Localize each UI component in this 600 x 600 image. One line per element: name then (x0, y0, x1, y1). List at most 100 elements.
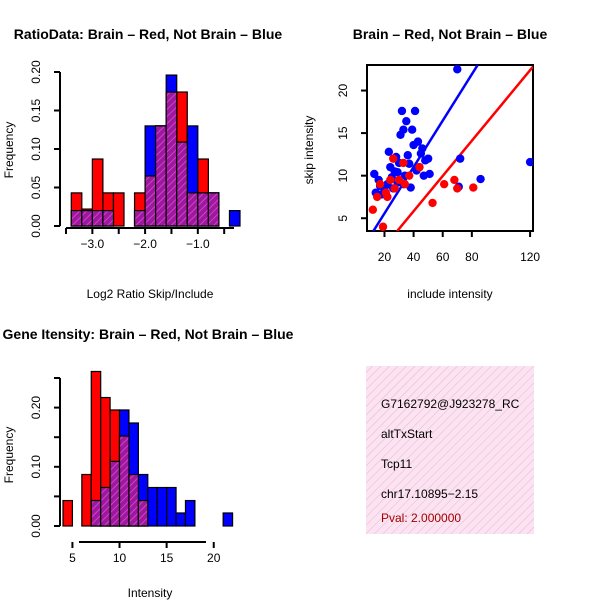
not-brain-point (399, 125, 408, 134)
brain-point (372, 192, 382, 202)
brain-point (390, 184, 399, 193)
x-tick-label: −1.0 (186, 237, 210, 251)
overlap-bar (176, 141, 188, 227)
not-brain-point (455, 154, 465, 163)
x-tick-label: 5 (69, 551, 76, 565)
overlap-bar (100, 486, 111, 527)
overlap-bar (128, 473, 139, 527)
x-tick-label: 20 (207, 551, 221, 565)
info-pval: Pval: 2.000000 (381, 511, 461, 525)
scatter-plot-frame (366, 64, 534, 232)
info-location: chr17.10895−2.15 (381, 487, 478, 501)
overlap-bar (144, 175, 157, 227)
x-tick-label: 120 (520, 250, 540, 264)
not-brain-point (425, 169, 434, 179)
brain-point (375, 179, 385, 189)
brain-bar (112, 192, 125, 227)
x-tick-label: 80 (465, 250, 479, 264)
y-tick-label: 0.00 (29, 514, 43, 538)
not-brain-point (418, 144, 427, 153)
info-box: G7162792@J923278_RC altTxStart Tcp11 chr… (366, 366, 534, 534)
not-brain-point (413, 137, 423, 146)
x-tick-label: 10 (113, 551, 127, 565)
x-tick-label: 20 (378, 250, 392, 264)
not-brain-bar (156, 486, 168, 527)
info-box-background (366, 366, 534, 534)
intensity-histogram-panel: Gene Itensity: Brain – Red, Not Brain – … (2, 326, 294, 600)
not-brain-point (407, 125, 417, 134)
brain-point (439, 179, 449, 189)
not-brain-point (402, 116, 411, 126)
scatter-title: Brain – Red, Not Brain – Blue (353, 26, 548, 42)
ratio-histogram-title: RatioData: Brain – Red, Not Brain – Blue (14, 26, 283, 42)
brain-point (450, 175, 459, 185)
y-tick-label: 0.15 (29, 98, 43, 122)
y-tick-label: 20 (336, 84, 350, 98)
not-brain-point (476, 174, 485, 184)
not-brain-bar (184, 499, 196, 527)
overlap-bar (197, 192, 209, 227)
y-tick-label: 10 (336, 169, 350, 183)
x-tick-label: 60 (436, 250, 450, 264)
not-brain-point (410, 106, 420, 116)
brain-point (469, 183, 478, 192)
not-brain-bar (228, 210, 241, 227)
overlap-bar (118, 435, 130, 527)
not-brain-point (525, 157, 533, 167)
brain-point (383, 192, 392, 202)
brain-point (405, 171, 414, 180)
not-brain-point (384, 147, 394, 157)
x-tick-label: −2.0 (133, 237, 157, 251)
right-page-margin (566, 390, 600, 420)
brain-point (386, 175, 395, 185)
scatter-xlabel: include intensity (407, 287, 492, 301)
not-brain-bar (147, 486, 158, 527)
brain-point (394, 175, 404, 185)
y-tick-label: 5 (336, 215, 350, 222)
x-tick-label: 40 (407, 250, 421, 264)
x-tick-label: −3.0 (81, 237, 105, 251)
y-tick-label: 0.10 (29, 455, 43, 479)
not-brain-point (453, 65, 462, 74)
overlap-bar (207, 192, 220, 227)
intensity-histogram-xlabel: Intensity (128, 586, 173, 600)
overlap-bar (90, 499, 102, 527)
y-tick-label: 15 (336, 126, 350, 140)
ratio-histogram-xlabel: Log2 Ratio Skip/Include (87, 287, 214, 301)
brain-point (368, 205, 378, 214)
overlap-bar (70, 210, 83, 227)
not-brain-point (370, 169, 379, 179)
overlap-bar (109, 460, 121, 527)
not-brain-point (397, 106, 407, 116)
overlap-bar (137, 499, 149, 527)
overlap-bar (91, 210, 104, 227)
y-tick-label: 0.05 (29, 175, 43, 199)
brain-point (453, 184, 462, 193)
not-brain-bar (166, 486, 177, 527)
overlap-bar (102, 210, 115, 227)
brain-point (415, 162, 424, 172)
ratio-histogram-panel: RatioData: Brain – Red, Not Brain – Blue… (2, 26, 282, 301)
y-tick-label: 0.10 (29, 137, 43, 161)
brain-bar (81, 473, 92, 527)
brain-point (378, 222, 388, 231)
info-event-type: altTxStart (381, 427, 433, 441)
info-gene-name: Tcp11 (381, 457, 412, 471)
intensity-histogram-title: Gene Itensity: Brain – Red, Not Brain – … (3, 326, 294, 342)
not-brain-bar (222, 512, 234, 527)
y-tick-label: 0.20 (29, 396, 43, 420)
not-brain-point (393, 168, 402, 177)
overlap-bar (133, 210, 146, 227)
overlap-bar (155, 125, 167, 227)
y-tick-label: 0.00 (29, 214, 43, 238)
overlap-bar (81, 210, 93, 227)
overlap-bar (165, 91, 178, 227)
not-brain-point (403, 151, 412, 160)
scatter-panel: Brain – Red, Not Brain – Blue skip inten… (302, 26, 547, 301)
scatter-ylabel: skip intensity (302, 116, 316, 185)
not-brain-point (423, 154, 433, 163)
x-tick-label: 15 (160, 551, 174, 565)
brain-point (400, 179, 410, 189)
brain-point (389, 154, 398, 163)
